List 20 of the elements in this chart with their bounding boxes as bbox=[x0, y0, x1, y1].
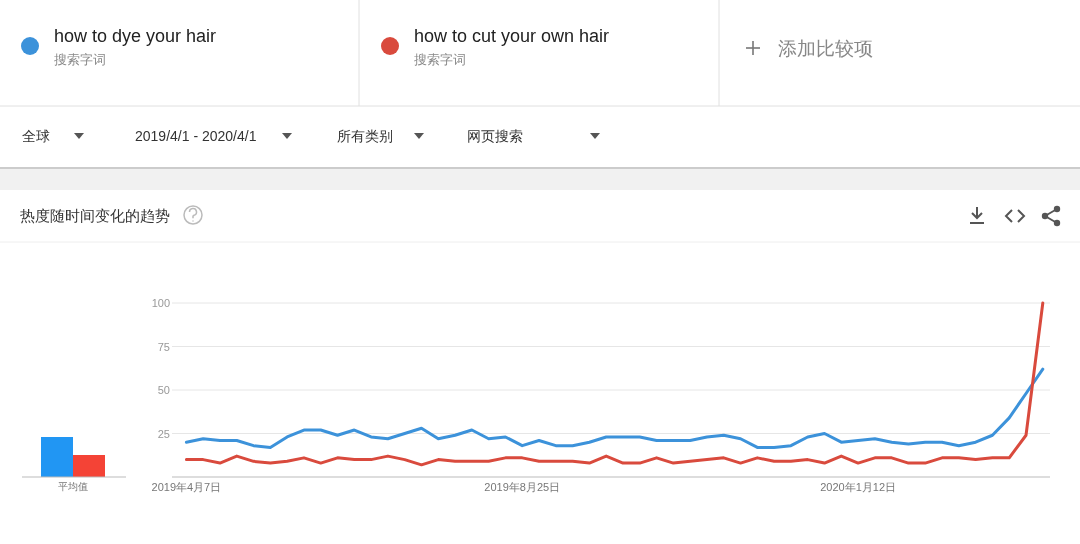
text: 全球 bbox=[22, 128, 50, 144]
text: 网页搜索 bbox=[467, 128, 523, 144]
legend-label: how to cut your own hair bbox=[414, 26, 610, 46]
y-tick-label: 100 bbox=[151, 297, 170, 309]
y-tick-label: 25 bbox=[157, 427, 170, 440]
y-tick-label: 50 bbox=[157, 384, 170, 396]
y-tick-label: 75 bbox=[157, 340, 170, 353]
chart-title: 热度随时间变化的趋势 bbox=[20, 207, 170, 224]
x-tick-label: 平均值 bbox=[58, 481, 88, 492]
text: 搜索字词 bbox=[54, 52, 106, 67]
line-series bbox=[184, 367, 1045, 449]
text: 2019/4/1 - 2020/4/1 bbox=[135, 128, 257, 144]
text: 所有类别 bbox=[337, 128, 393, 144]
text: 搜索字词 bbox=[414, 52, 466, 67]
x-tick-label: 2019年4月7日 bbox=[151, 481, 222, 493]
text: 添加比较项 bbox=[778, 38, 873, 59]
x-tick-label: 2020年1月12日 bbox=[820, 481, 896, 493]
legend-label: how to dye your hair bbox=[54, 26, 217, 46]
line-series bbox=[184, 301, 1045, 467]
x-tick-label: 2019年8月25日 bbox=[484, 481, 561, 493]
